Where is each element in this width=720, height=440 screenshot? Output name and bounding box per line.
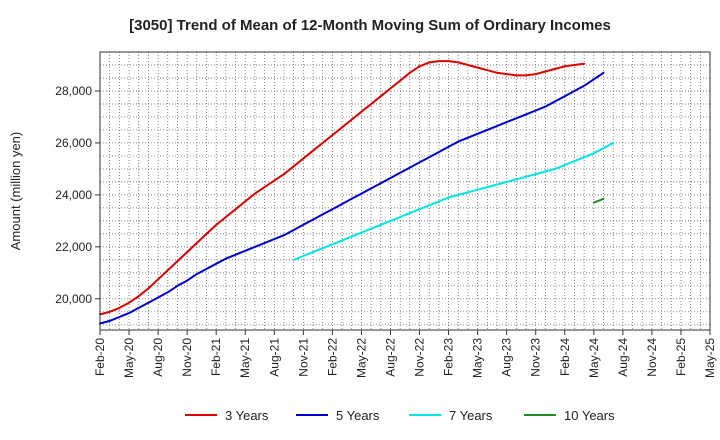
series-lines (99, 60, 615, 325)
y-axis-label: Amount (million yen) (8, 132, 23, 251)
vertical-gridlines (109, 52, 701, 330)
x-tick-label: Feb-21 (209, 338, 223, 376)
x-axis-ticks: Feb-20 May-20 Aug-20 Nov-20 Feb-21 May-21 Aug-… (93, 330, 717, 378)
x-tick-label: May-25 (703, 338, 717, 378)
plot-area (100, 52, 710, 330)
x-tick-label: Feb-20 (93, 338, 107, 376)
y-tick-label: 26,000 (55, 136, 92, 150)
x-tick-label: Aug-20 (151, 338, 165, 377)
x-tick-label: Aug-22 (383, 338, 397, 377)
x-tick-label: Aug-24 (616, 338, 630, 377)
plot-frame (99, 51, 711, 331)
chart-title: [3050] Trend of Mean of 12-Month Moving … (129, 17, 611, 34)
series-line-3-years (99, 60, 586, 316)
y-tick-label: 20,000 (55, 292, 92, 306)
x-tick-label: Nov-20 (180, 338, 194, 377)
x-tick-label: Aug-23 (500, 338, 514, 377)
legend-label: 3 Years (225, 408, 269, 423)
x-tick-label: Nov-22 (413, 338, 427, 377)
x-tick-label: May-23 (471, 338, 485, 378)
x-tick-label: Feb-25 (674, 338, 688, 376)
x-tick-label: May-22 (354, 338, 368, 378)
series-line-5-years (99, 71, 605, 325)
x-tick-label: Nov-23 (529, 338, 543, 377)
x-tick-label: May-24 (587, 338, 601, 378)
legend-label: 10 Years (564, 408, 615, 423)
x-tick-label: May-20 (122, 338, 136, 378)
x-tick-label: May-21 (238, 338, 252, 378)
x-tick-label: Feb-22 (325, 338, 339, 376)
series-line-7-years (292, 141, 615, 261)
y-tick-label: 28,000 (55, 84, 92, 98)
legend-label: 7 Years (449, 408, 493, 423)
series-line-10-years (592, 197, 605, 204)
y-tick-label: 22,000 (55, 240, 92, 254)
legend: 3 Years 5 Years 7 Years 10 Years (185, 408, 615, 423)
y-axis-ticks: 20,000 22,000 24,000 26,000 28,000 (55, 84, 100, 306)
y-tick-label: 24,000 (55, 188, 92, 202)
x-tick-label: Feb-24 (558, 338, 572, 376)
x-tick-label: Aug-21 (267, 338, 281, 377)
legend-label: 5 Years (336, 408, 380, 423)
x-tick-label: Feb-23 (442, 338, 456, 376)
x-tick-label: Nov-24 (645, 338, 659, 377)
x-tick-label: Nov-21 (296, 338, 310, 377)
